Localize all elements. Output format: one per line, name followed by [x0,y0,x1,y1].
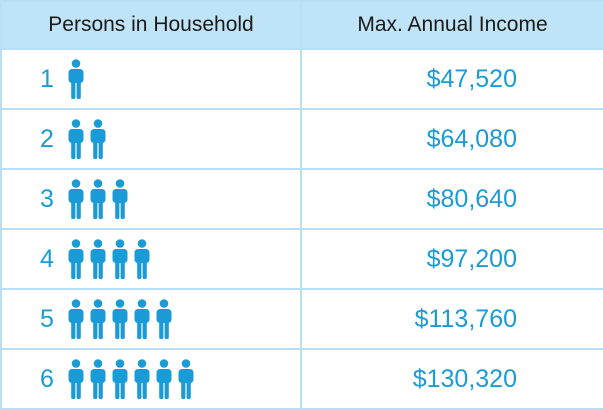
person-icons-group [68,359,194,399]
person-icon [90,239,106,279]
income-value: $97,200 [300,228,603,290]
persons-cell: 3 [0,168,302,230]
persons-cell: 5 [0,288,302,350]
table-body: 1 $47,520 2 $64,080 3 $80,640 [0,48,603,410]
persons-cell: 4 [0,228,302,290]
table-row: 1 $47,520 [0,48,603,110]
person-icon [156,299,172,339]
person-icons-group [68,119,106,159]
person-icon [68,359,84,399]
person-icon [90,359,106,399]
person-icons-group [68,179,128,219]
person-icon [112,299,128,339]
person-icon [68,239,84,279]
table-row: 3 $80,640 [0,168,603,230]
person-icon [90,119,106,159]
person-icon [134,239,150,279]
person-icon [90,299,106,339]
table-row: 6 $130,320 [0,348,603,410]
persons-cell: 6 [0,348,302,410]
persons-cell: 1 [0,48,302,110]
person-icon [112,359,128,399]
header-row: Persons in Household Max. Annual Income [0,0,603,50]
person-icon [178,359,194,399]
person-icon [68,119,84,159]
person-icon [134,359,150,399]
person-icon [68,59,84,99]
income-value: $113,760 [300,288,603,350]
person-icon [112,179,128,219]
header-max-annual-income: Max. Annual Income [300,0,603,50]
table-header: Persons in Household Max. Annual Income [0,0,603,50]
person-icon [156,359,172,399]
persons-count: 4 [40,244,54,273]
table-row: 5 $113,760 [0,288,603,350]
person-icons-group [68,59,84,99]
persons-cell: 2 [0,108,302,170]
income-value: $47,520 [300,48,603,110]
person-icons-group [68,239,150,279]
persons-count: 5 [40,304,54,333]
persons-count: 6 [40,364,54,393]
persons-count: 2 [40,124,54,153]
persons-count: 1 [40,64,54,93]
person-icons-group [68,299,172,339]
table-row: 4 $97,200 [0,228,603,290]
person-icon [134,299,150,339]
income-value: $130,320 [300,348,603,410]
person-icon [90,179,106,219]
person-icon [112,239,128,279]
person-icon [68,299,84,339]
header-persons-in-household: Persons in Household [0,0,302,50]
persons-count: 3 [40,184,54,213]
table-row: 2 $64,080 [0,108,603,170]
income-value: $80,640 [300,168,603,230]
person-icon [68,179,84,219]
income-value: $64,080 [300,108,603,170]
